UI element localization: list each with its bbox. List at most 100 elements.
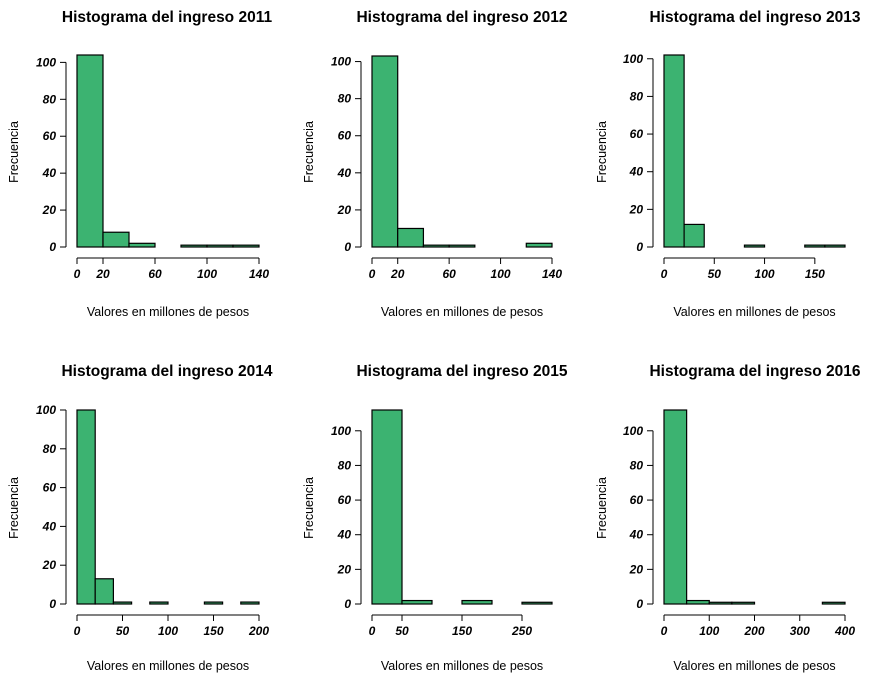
- histogram-panel-1: 0 20 40 60 80 100 0 20 60 100 140 Histograma del in…: [7, 9, 272, 319]
- histogram-bar: [371, 409, 403, 605]
- histogram-bar: [521, 601, 553, 605]
- histogram-bar: [821, 601, 846, 605]
- histogram-bar: [422, 244, 450, 248]
- y-tick-label: 80: [630, 89, 644, 103]
- y-tick-label: 80: [338, 92, 352, 106]
- y-tick-label: 60: [338, 129, 352, 143]
- x-tick-label: 60: [442, 267, 456, 281]
- histogram-panel-5: 0 20 40 60 80 100 0 50 150 250 Histograma del ingr…: [302, 363, 568, 673]
- x-tick-label: 0: [369, 267, 376, 281]
- y-tick-label: 0: [49, 240, 56, 254]
- y-axis-label: Frecuencia: [595, 121, 609, 183]
- x-axis-label: Valores en millones de pesos: [87, 659, 249, 673]
- x-tick-label: 300: [790, 624, 810, 638]
- histogram-bar: [708, 601, 733, 605]
- y-tick-label: 20: [629, 562, 644, 576]
- y-axis-label: Frecuencia: [7, 121, 21, 183]
- x-tick-label: 20: [95, 267, 110, 281]
- y-tick-label: 60: [630, 127, 644, 141]
- chart-title: Histograma del ingreso 2014: [61, 363, 272, 380]
- x-tick-label: 50: [116, 624, 130, 638]
- histogram-bar: [232, 244, 260, 248]
- y-tick-label: 40: [42, 166, 57, 180]
- y-axis-label: Frecuencia: [595, 477, 609, 539]
- x-tick-label: 0: [74, 624, 81, 638]
- histogram-bar: [149, 601, 169, 605]
- x-tick-label: 140: [249, 267, 269, 281]
- y-tick-label: 100: [36, 55, 56, 69]
- histogram-bar: [448, 244, 476, 248]
- y-tick-label: 60: [43, 481, 57, 495]
- histogram-bar: [804, 244, 826, 248]
- x-tick-label: 0: [661, 624, 668, 638]
- histogram-bar: [686, 599, 710, 605]
- y-tick-label: 80: [43, 442, 57, 456]
- x-tick-label: 60: [148, 267, 162, 281]
- histogram-bar: [401, 599, 433, 605]
- histogram-bar: [102, 231, 130, 248]
- histogram-bar: [203, 601, 224, 605]
- chart-title: Histograma del ingreso 2016: [649, 363, 860, 380]
- x-tick-label: 100: [197, 267, 217, 281]
- y-tick-label: 0: [344, 240, 351, 254]
- y-tick-label: 60: [43, 129, 57, 143]
- y-tick-label: 40: [337, 166, 352, 180]
- histogram-bar: [76, 54, 104, 248]
- y-tick-label: 100: [331, 55, 351, 69]
- histogram-bar: [94, 578, 114, 605]
- x-tick-label: 200: [248, 624, 269, 638]
- y-tick-label: 20: [337, 562, 352, 576]
- histogram-panel-3: 0 20 40 60 80 100 0 50 100 150 Histograma del ingr…: [595, 9, 861, 319]
- x-axis-label: Valores en millones de pesos: [673, 659, 835, 673]
- histogram-bar: [371, 55, 399, 248]
- x-axis-label: Valores en millones de pesos: [381, 305, 543, 319]
- chart-title: Histograma del ingreso 2012: [356, 9, 567, 26]
- y-tick-label: 20: [42, 558, 57, 572]
- x-tick-label: 0: [369, 624, 376, 638]
- y-tick-label: 100: [623, 52, 643, 66]
- y-tick-label: 20: [42, 203, 57, 217]
- y-tick-label: 60: [338, 493, 352, 507]
- y-tick-label: 60: [630, 493, 644, 507]
- x-tick-label: 400: [834, 624, 855, 638]
- histogram-bar: [76, 409, 96, 605]
- histogram-bar: [824, 244, 846, 248]
- x-tick-label: 0: [74, 267, 81, 281]
- chart-title: Histograma del ingreso 2011: [62, 9, 273, 26]
- x-axis-label: Valores en millones de pesos: [381, 659, 543, 673]
- y-tick-label: 20: [629, 202, 644, 216]
- histogram-bar: [743, 244, 766, 248]
- x-tick-label: 140: [542, 267, 562, 281]
- histogram-bar: [663, 54, 685, 248]
- y-tick-label: 80: [630, 458, 644, 472]
- y-tick-label: 40: [629, 528, 644, 542]
- histogram-bar: [112, 601, 133, 605]
- y-tick-label: 100: [36, 403, 56, 417]
- chart-title: Histograma del ingreso 2015: [356, 363, 567, 380]
- histogram-bar: [240, 601, 260, 605]
- y-axis-label: Frecuencia: [7, 477, 21, 539]
- y-tick-label: 20: [337, 203, 352, 217]
- y-tick-label: 80: [43, 92, 57, 106]
- x-tick-label: 100: [491, 267, 511, 281]
- histogram-bar: [206, 244, 234, 248]
- histogram-bar: [180, 244, 208, 248]
- histogram-bar: [683, 223, 705, 248]
- histogram-panel-4: 0 20 40 60 80 100 0 50 100 150 200 Histograma del i…: [7, 363, 273, 673]
- x-tick-label: 200: [743, 624, 764, 638]
- x-axis-label: Valores en millones de pesos: [87, 305, 249, 319]
- x-tick-label: 0: [661, 267, 668, 281]
- y-tick-label: 80: [338, 458, 352, 472]
- y-tick-label: 40: [42, 519, 57, 533]
- y-tick-label: 100: [331, 424, 351, 438]
- x-tick-label: 150: [203, 624, 223, 638]
- x-tick-label: 250: [511, 624, 532, 638]
- x-tick-label: 100: [755, 267, 775, 281]
- x-tick-label: 150: [805, 267, 825, 281]
- x-tick-label: 100: [699, 624, 719, 638]
- y-tick-label: 0: [636, 597, 643, 611]
- x-tick-label: 150: [452, 624, 472, 638]
- histogram-panel-6: 0 20 40 60 80 100 0 100 200 300 400 Histograma del …: [595, 363, 861, 673]
- histogram-bar: [663, 409, 688, 605]
